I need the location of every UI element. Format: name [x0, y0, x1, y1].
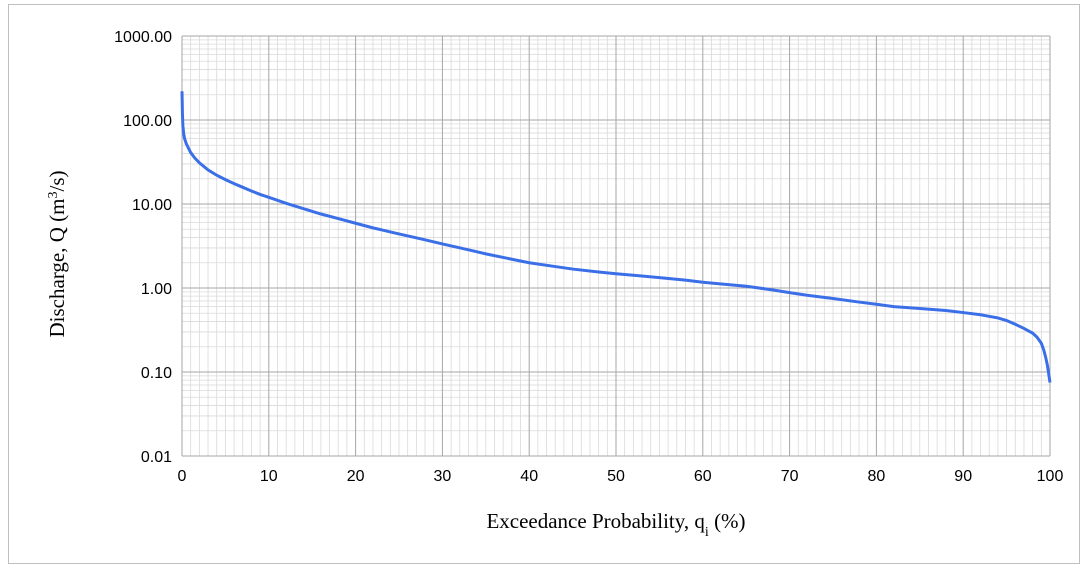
x-tick-label: 10 — [260, 468, 278, 485]
major-gridlines — [181, 35, 1051, 457]
y-axis-tick-labels: 0.01 0.10 1.00 10.00 100.00 1000.00 — [114, 29, 172, 466]
x-tick-label: 0 — [178, 468, 187, 485]
y-tick-label: 0.10 — [141, 365, 172, 382]
x-tick-label: 100 — [1037, 468, 1064, 485]
y-axis-title: Discharge, Q (m3/s) — [45, 170, 69, 337]
y-tick-label: 100.00 — [123, 113, 172, 130]
x-tick-label: 60 — [694, 468, 712, 485]
x-tick-label: 20 — [347, 468, 365, 485]
y-tick-label: 10.00 — [132, 197, 172, 214]
y-tick-label: 1000.00 — [114, 29, 172, 46]
y-tick-label: 0.01 — [141, 449, 172, 466]
x-tick-label: 40 — [520, 468, 538, 485]
x-tick-label: 80 — [868, 468, 886, 485]
x-tick-label: 70 — [781, 468, 799, 485]
chart-frame — [8, 4, 1080, 564]
y-tick-label: 1.00 — [141, 281, 172, 298]
x-axis-title: Exceedance Probability, qi (%) — [486, 509, 745, 540]
flow-duration-curve — [180, 91, 1052, 383]
x-tick-label: 50 — [607, 468, 625, 485]
x-tick-label: 30 — [434, 468, 452, 485]
x-axis-tick-labels: 0 10 20 30 40 50 60 70 80 90 100 — [178, 468, 1064, 485]
x-tick-label: 90 — [954, 468, 972, 485]
